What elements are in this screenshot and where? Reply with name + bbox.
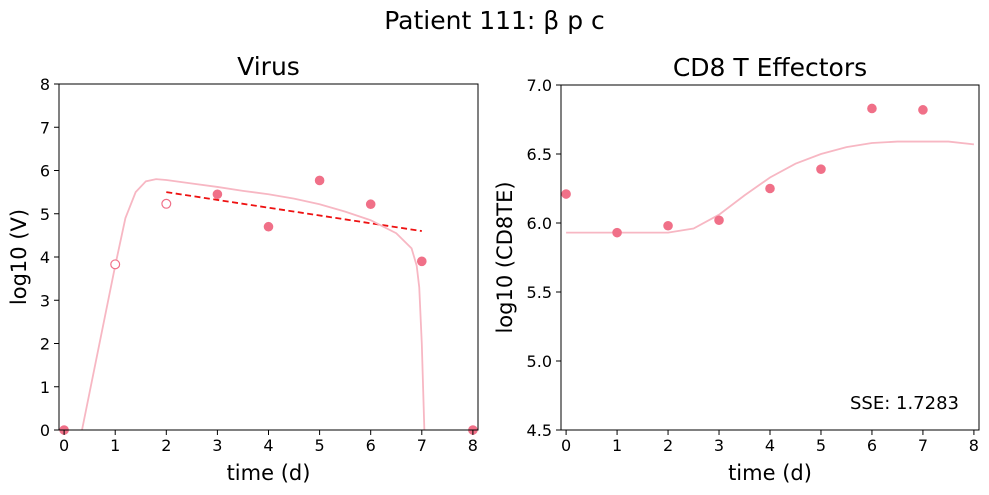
- x-tick-label: 7: [417, 436, 427, 455]
- data-point: [612, 227, 622, 238]
- x-tick-label: 6: [366, 436, 376, 455]
- data-point: [416, 256, 427, 267]
- panel-title: Virus: [237, 52, 300, 81]
- y-tick-label: 5.5: [527, 283, 552, 302]
- data-point-hollow: [110, 259, 121, 270]
- x-tick-label: 8: [468, 436, 478, 455]
- y-tick-label: 1: [40, 378, 50, 397]
- plot-area: [81, 178, 426, 430]
- data-point-hollow: [161, 198, 172, 209]
- x-tick-label: 0: [59, 436, 69, 455]
- x-tick-label: 4: [765, 436, 775, 455]
- y-axis-label: log10 (V): [7, 209, 31, 305]
- x-tick-label: 5: [315, 436, 325, 455]
- y-tick-label: 8: [40, 75, 50, 94]
- y-tick-label: 0: [40, 421, 50, 440]
- x-tick-label: 1: [612, 436, 622, 455]
- x-tick-label: 3: [212, 436, 222, 455]
- x-tick-label: 3: [714, 436, 724, 455]
- model-curve: [81, 178, 426, 430]
- axes-frame: [58, 83, 479, 431]
- x-tick-label: 2: [161, 436, 171, 455]
- data-point: [263, 221, 274, 232]
- x-tick-label: 0: [561, 436, 571, 455]
- plot-area: [566, 140, 974, 234]
- data-markers: [59, 175, 478, 435]
- data-point: [714, 215, 724, 226]
- x-tick-label: 4: [263, 436, 273, 455]
- virus-panel: 0 1 2 3 4 5 6 7 8 0 1 2 3 4 5 6 7 8 Virus time (d) log10 (V): [7, 52, 479, 485]
- y-tick-label: 2: [40, 335, 50, 354]
- trend-fit-line: [166, 191, 422, 232]
- x-axis-label: time (d): [227, 461, 311, 485]
- sse-annotation: SSE: 1.7283: [850, 393, 959, 414]
- x-tick-label: 5: [816, 436, 826, 455]
- data-point: [314, 175, 325, 186]
- data-markers: [561, 103, 928, 238]
- x-tick-label: 2: [663, 436, 673, 455]
- y-tick-label: 6.5: [527, 145, 552, 164]
- model-curve: [566, 140, 974, 234]
- panel-title: CD8 T Effectors: [673, 53, 867, 82]
- data-point: [663, 220, 673, 231]
- x-axis-label: time (d): [728, 461, 812, 485]
- data-point: [365, 199, 376, 210]
- data-point: [765, 183, 775, 194]
- x-tick-label: 8: [969, 436, 979, 455]
- y-tick-label: 5.0: [527, 352, 552, 371]
- x-tick-label: 6: [867, 436, 877, 455]
- cd8-effectors-panel: 0 1 2 3 4 5 6 7 8 4.5 5.0 5.5 6.0 6.5 7.0 CD8 T Effecto…: [493, 53, 980, 485]
- data-point: [918, 105, 928, 115]
- y-tick-label: 4: [40, 248, 50, 267]
- x-tick-label: 1: [110, 436, 120, 455]
- data-point: [816, 164, 826, 174]
- data-point: [867, 103, 877, 114]
- y-tick-label: 5: [40, 205, 50, 224]
- y-tick-label: 6.0: [527, 214, 552, 233]
- y-tick-label: 4.5: [527, 421, 552, 440]
- y-tick-label: 7.0: [527, 76, 552, 95]
- data-point: [561, 189, 571, 199]
- data-point: [212, 189, 223, 200]
- y-axis-label: log10 (CD8TE): [493, 181, 517, 333]
- y-tick-label: 7: [40, 118, 50, 137]
- axes-frame: [560, 84, 980, 431]
- x-tick-label: 7: [918, 436, 928, 455]
- y-tick-label: 3: [40, 291, 50, 310]
- y-tick-label: 6: [40, 162, 50, 181]
- figure-title: Patient 111: β p c: [384, 6, 605, 35]
